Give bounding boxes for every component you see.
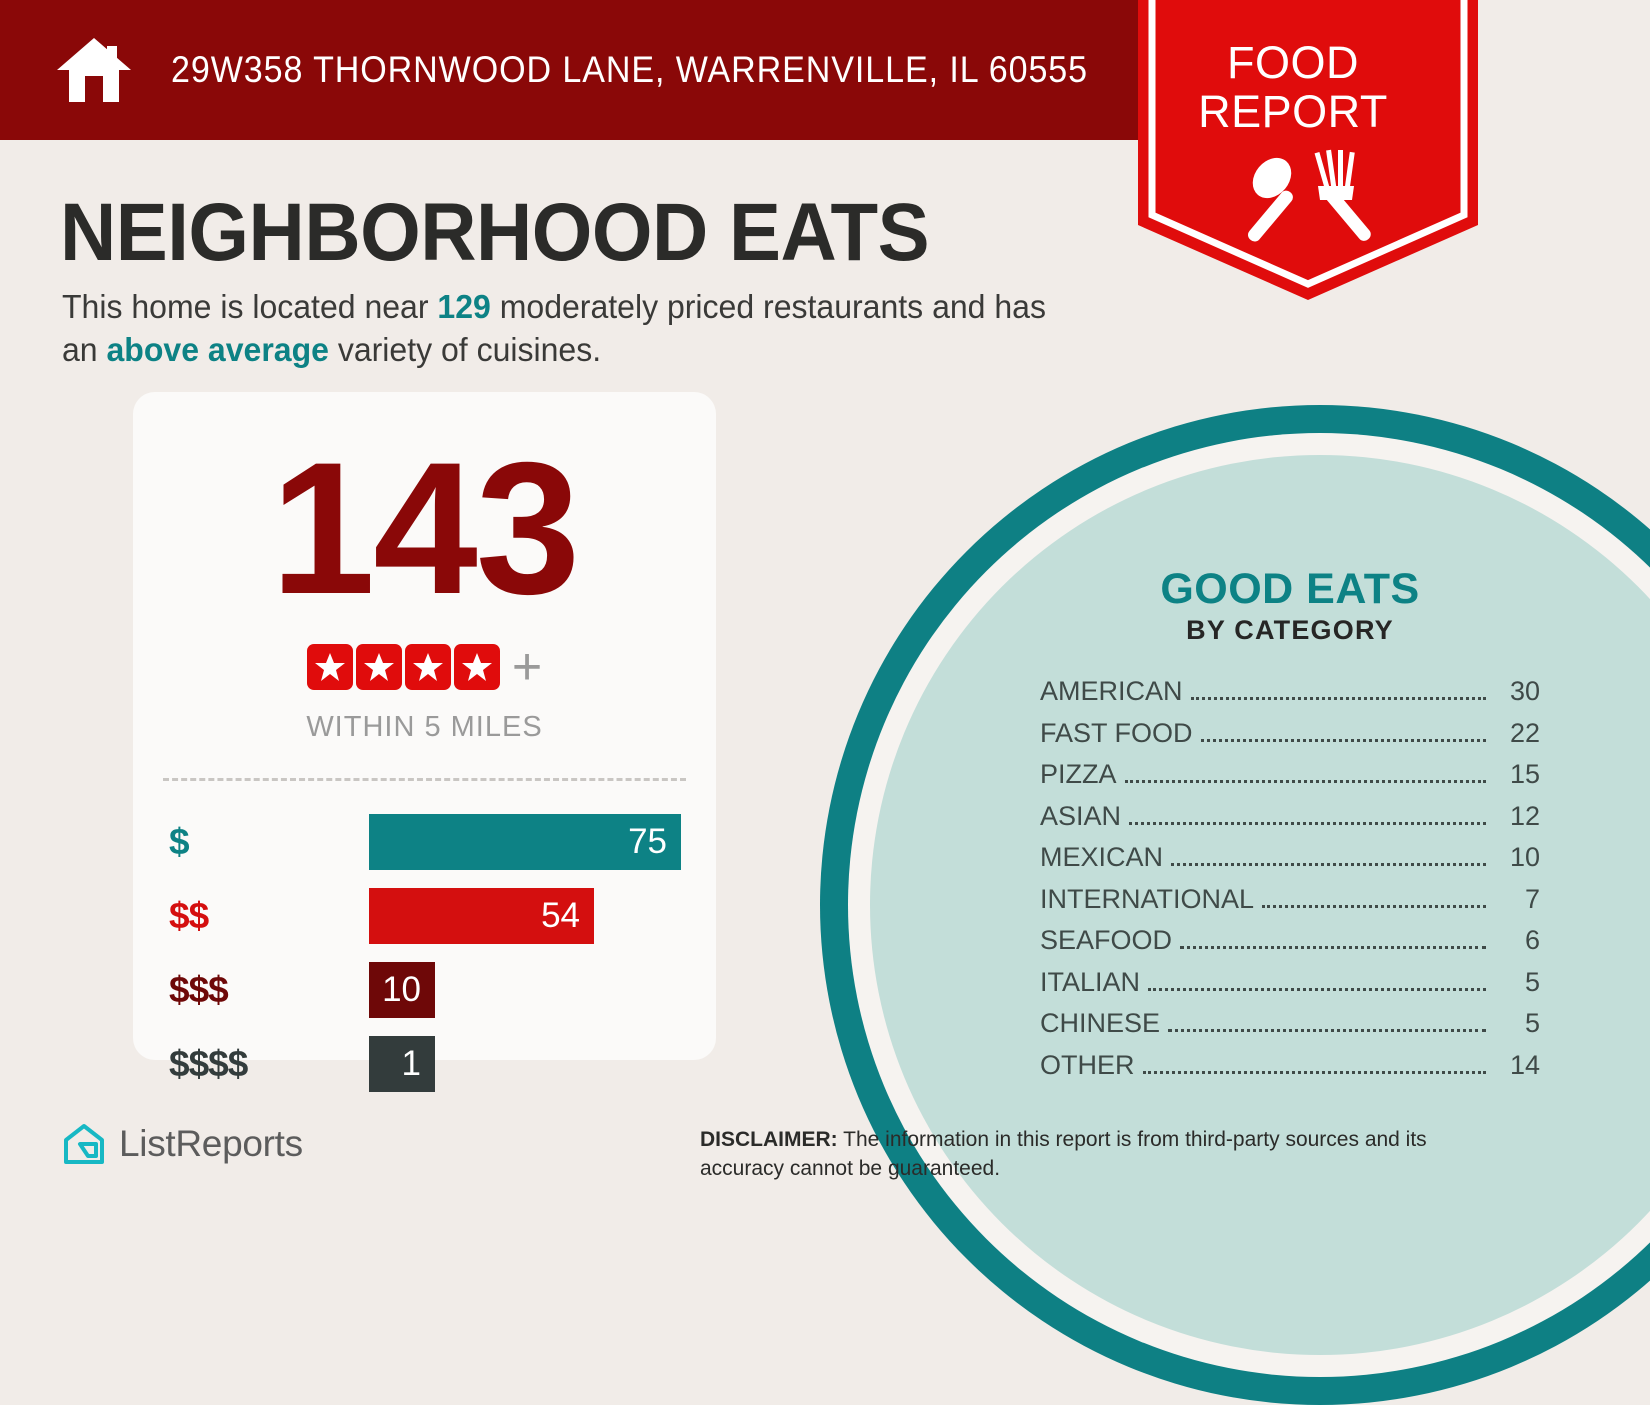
eats-category-label: CHINESE	[1040, 1008, 1161, 1038]
leader-dots	[1148, 987, 1486, 991]
bar-track: 1	[369, 1036, 716, 1092]
good-eats-list: AMERICAN 30 FAST FOOD 22 PIZZA 15 ASIAN 12 MEXIC…	[1040, 676, 1540, 1091]
eats-category-value: 10	[1509, 842, 1540, 872]
bar-row: $$$$ 1	[169, 1033, 716, 1095]
eats-category-value: 12	[1509, 800, 1540, 831]
eats-category-label: OTHER	[1040, 1049, 1135, 1080]
page-subtitle: This home is located near 129 moderately…	[62, 285, 1071, 371]
restaurant-count: 143	[270, 423, 581, 633]
disclaimer-text: The information in this report is from t…	[700, 1128, 1427, 1180]
bar-value: 75	[369, 814, 681, 870]
listreports-house-icon	[64, 1124, 104, 1164]
eats-category-value: 5	[1524, 1008, 1540, 1038]
eats-row: MEXICAN 10	[1040, 842, 1540, 884]
eats-row: INTERNATIONAL 7	[1040, 884, 1540, 926]
subtitle-highlight-count: 129	[437, 288, 491, 325]
disclaimer-label: DISCLAIMER:	[700, 1128, 838, 1151]
leader-dots	[1262, 904, 1486, 908]
bar-row: $ 75	[169, 811, 716, 873]
eats-row: ITALIAN 5	[1040, 967, 1540, 1009]
eats-category-value: 30	[1509, 676, 1540, 706]
eats-category-value: 7	[1524, 883, 1540, 914]
good-eats-title: GOOD EATS	[1160, 565, 1420, 613]
eats-category-value: 6	[1524, 925, 1540, 955]
eats-category-label: PIZZA	[1040, 759, 1117, 789]
good-eats-circle-graphic	[820, 405, 1650, 1405]
house-icon	[57, 38, 131, 102]
within-miles-label: WITHIN 5 MILES	[306, 711, 543, 743]
eats-row: OTHER 14	[1040, 1050, 1540, 1092]
bar-row: $$$ 10	[169, 959, 716, 1021]
eats-category-label: ASIAN	[1040, 800, 1122, 831]
bar-label: $$$$	[169, 1043, 248, 1084]
subtitle-part-3: variety of cuisines.	[328, 331, 602, 368]
spoon-fork-icon	[1248, 149, 1371, 242]
subtitle-part-2: moderately priced restaurants and has an	[62, 288, 1046, 368]
eats-row: AMERICAN 30	[1040, 676, 1540, 718]
eats-row: PIZZA 15	[1040, 759, 1540, 801]
listreports-wordmark: ListReports	[119, 1123, 303, 1164]
badge-label: FOOD REPORT	[1108, 38, 1478, 136]
bar-row: $$ 54	[169, 885, 716, 947]
eats-category-value: 14	[1509, 1049, 1540, 1080]
leader-dots	[1180, 946, 1486, 949]
page-title: NEIGHBORHOOD EATS	[60, 187, 930, 278]
eats-category-value: 15	[1509, 759, 1540, 789]
subtitle-highlight-variety: above average	[106, 331, 329, 368]
plus-sign: +	[511, 638, 543, 696]
circle-ring-inner	[870, 455, 1650, 1355]
bar-label: $$	[169, 895, 209, 936]
eats-category-label: SEAFOOD	[1040, 925, 1173, 955]
listreports-logo: ListReports	[62, 1122, 303, 1166]
star-icon	[355, 644, 402, 690]
leader-dots	[1168, 1029, 1486, 1032]
eats-category-label: ITALIAN	[1040, 966, 1141, 997]
property-address: 29W358 THORNWOOD LANE, WARRENVILLE, IL 6…	[171, 49, 1088, 90]
header-bar: 29W358 THORNWOOD LANE, WARRENVILLE, IL 6…	[0, 0, 1183, 140]
leader-dots	[1200, 738, 1486, 742]
badge-line-2: REPORT	[1198, 86, 1388, 137]
bar-track: 54	[369, 888, 716, 944]
restaurant-stats-card: 143 + WITHIN 5 MILES $ 75 $$ 54	[133, 392, 716, 1092]
star-icon	[453, 644, 500, 690]
card-divider	[163, 778, 686, 781]
star-icon	[404, 644, 451, 690]
good-eats-panel: GOOD EATS BY CATEGORY AMERICAN 30 FAST FOO…	[1040, 565, 1540, 1091]
eats-row: SEAFOOD 6	[1040, 925, 1540, 967]
leader-dots	[1171, 863, 1486, 866]
eats-category-label: AMERICAN	[1040, 676, 1183, 706]
bar-track: 75	[369, 814, 716, 870]
bar-label: $	[169, 821, 190, 862]
bar-value: 54	[369, 888, 594, 944]
eats-row: ASIAN 12	[1040, 801, 1540, 843]
food-report-badge: FOOD REPORT	[1108, 0, 1478, 300]
eats-category-label: INTERNATIONAL	[1040, 883, 1255, 914]
eats-category-label: FAST FOOD	[1040, 717, 1193, 748]
star-icon	[306, 644, 353, 690]
bar-track: 10	[369, 962, 716, 1018]
eats-row: FAST FOOD 22	[1040, 718, 1540, 760]
leader-dots	[1129, 821, 1486, 825]
bar-label: $$$	[169, 969, 229, 1010]
eats-category-value: 5	[1524, 966, 1540, 997]
bar-value: 1	[369, 1036, 435, 1092]
eats-category-value: 22	[1509, 717, 1540, 748]
bar-value: 10	[369, 962, 435, 1018]
leader-dots	[1190, 697, 1486, 700]
subtitle-part-1: This home is located near	[62, 288, 438, 325]
star-rating: +	[133, 638, 716, 696]
eats-row: CHINESE 5	[1040, 1008, 1540, 1050]
leader-dots	[1124, 780, 1486, 783]
eats-category-label: MEXICAN	[1040, 842, 1164, 872]
leader-dots	[1142, 1070, 1486, 1074]
price-tier-bar-chart: $ 75 $$ 54 $$$ 10 $$$$ 1	[133, 811, 716, 1095]
badge-shape	[1138, 0, 1478, 300]
good-eats-subtitle: BY CATEGORY	[1186, 615, 1394, 645]
disclaimer: DISCLAIMER: The information in this repo…	[700, 1125, 1500, 1183]
badge-line-1: FOOD	[1227, 37, 1359, 88]
